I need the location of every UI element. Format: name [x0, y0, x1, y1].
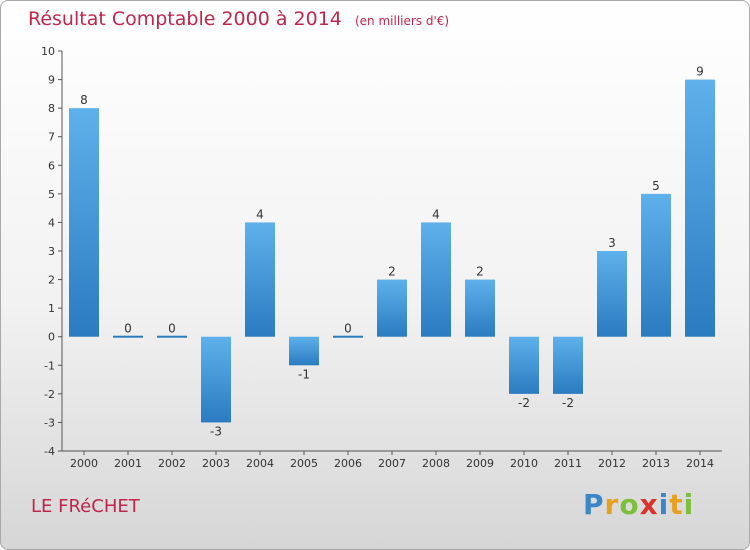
x-tick-label: 2004 — [246, 457, 274, 470]
logo-letter: o — [619, 488, 640, 521]
bar-value-label: 8 — [80, 93, 88, 107]
bar-value-label: 2 — [388, 265, 396, 279]
y-tick-label: 10 — [41, 45, 55, 58]
y-tick-label: -4 — [44, 445, 55, 458]
x-tick-label: 2007 — [378, 457, 406, 470]
bar — [377, 279, 407, 337]
y-tick-label: -1 — [44, 359, 55, 372]
bar — [201, 336, 231, 423]
bar-value-label: 4 — [256, 207, 264, 221]
y-tick-label: 1 — [48, 302, 55, 315]
y-tick-label: 0 — [48, 331, 55, 344]
y-tick-label: 5 — [48, 188, 55, 201]
y-tick-label: 3 — [48, 245, 55, 258]
x-tick-label: 2010 — [510, 457, 538, 470]
bar-value-label: 0 — [168, 322, 176, 336]
bar-value-label: -1 — [298, 367, 310, 381]
y-tick-label: 8 — [48, 102, 55, 115]
x-tick-label: 2000 — [70, 457, 98, 470]
y-tick-label: -2 — [44, 388, 55, 401]
x-tick-label: 2005 — [290, 457, 318, 470]
x-tick-label: 2009 — [466, 457, 494, 470]
proxiti-logo: Proxiti — [583, 488, 694, 521]
x-tick-label: 2014 — [686, 457, 714, 470]
x-tick-label: 2006 — [334, 457, 362, 470]
bar — [509, 336, 539, 394]
x-tick-label: 2001 — [114, 457, 142, 470]
bar — [69, 108, 99, 337]
bar-value-label: -2 — [562, 396, 574, 410]
bar — [641, 193, 671, 337]
x-tick-label: 2002 — [158, 457, 186, 470]
chart-title-block: Résultat Comptable 2000 à 2014 (en milli… — [28, 8, 449, 30]
bar — [333, 335, 363, 338]
bar — [553, 336, 583, 394]
y-tick-label: 7 — [48, 131, 55, 144]
x-tick-label: 2011 — [554, 457, 582, 470]
bar-value-label: 0 — [124, 322, 132, 336]
bar — [465, 279, 495, 337]
logo-letter: i — [658, 488, 670, 521]
bar — [157, 335, 187, 338]
logo-letter: r — [604, 488, 620, 521]
x-tick-label: 2003 — [202, 457, 230, 470]
bar-value-label: -2 — [518, 396, 530, 410]
x-tick-label: 2013 — [642, 457, 670, 470]
chart-subtitle: (en milliers d'€) — [354, 14, 450, 28]
x-tick-label: 2008 — [422, 457, 450, 470]
bar — [245, 222, 275, 337]
bar — [685, 79, 715, 337]
bar-value-label: 4 — [432, 207, 440, 221]
bar — [421, 222, 451, 337]
bar-value-label: -3 — [210, 424, 222, 438]
y-tick-label: -3 — [44, 416, 55, 429]
bar-value-label: 0 — [344, 322, 352, 336]
logo-letter: P — [583, 488, 605, 521]
logo-letter: t — [669, 488, 684, 521]
y-tick-label: 4 — [48, 216, 55, 229]
chart-title: Résultat Comptable 2000 à 2014 — [28, 8, 342, 30]
y-tick-label: 6 — [48, 159, 55, 172]
bar — [597, 251, 627, 337]
bar-value-label: 2 — [476, 265, 484, 279]
bar — [289, 336, 319, 366]
commune-name: LE FRéCHET — [31, 496, 140, 517]
bar-value-label: 3 — [608, 236, 616, 250]
logo-letter: i — [683, 488, 695, 521]
logo-letter: x — [639, 488, 659, 521]
y-tick-label: 9 — [48, 74, 55, 87]
bar-value-label: 5 — [652, 179, 660, 193]
y-tick-label: 2 — [48, 274, 55, 287]
x-tick-label: 2012 — [598, 457, 626, 470]
bar — [113, 335, 143, 338]
bar-value-label: 9 — [696, 65, 704, 79]
